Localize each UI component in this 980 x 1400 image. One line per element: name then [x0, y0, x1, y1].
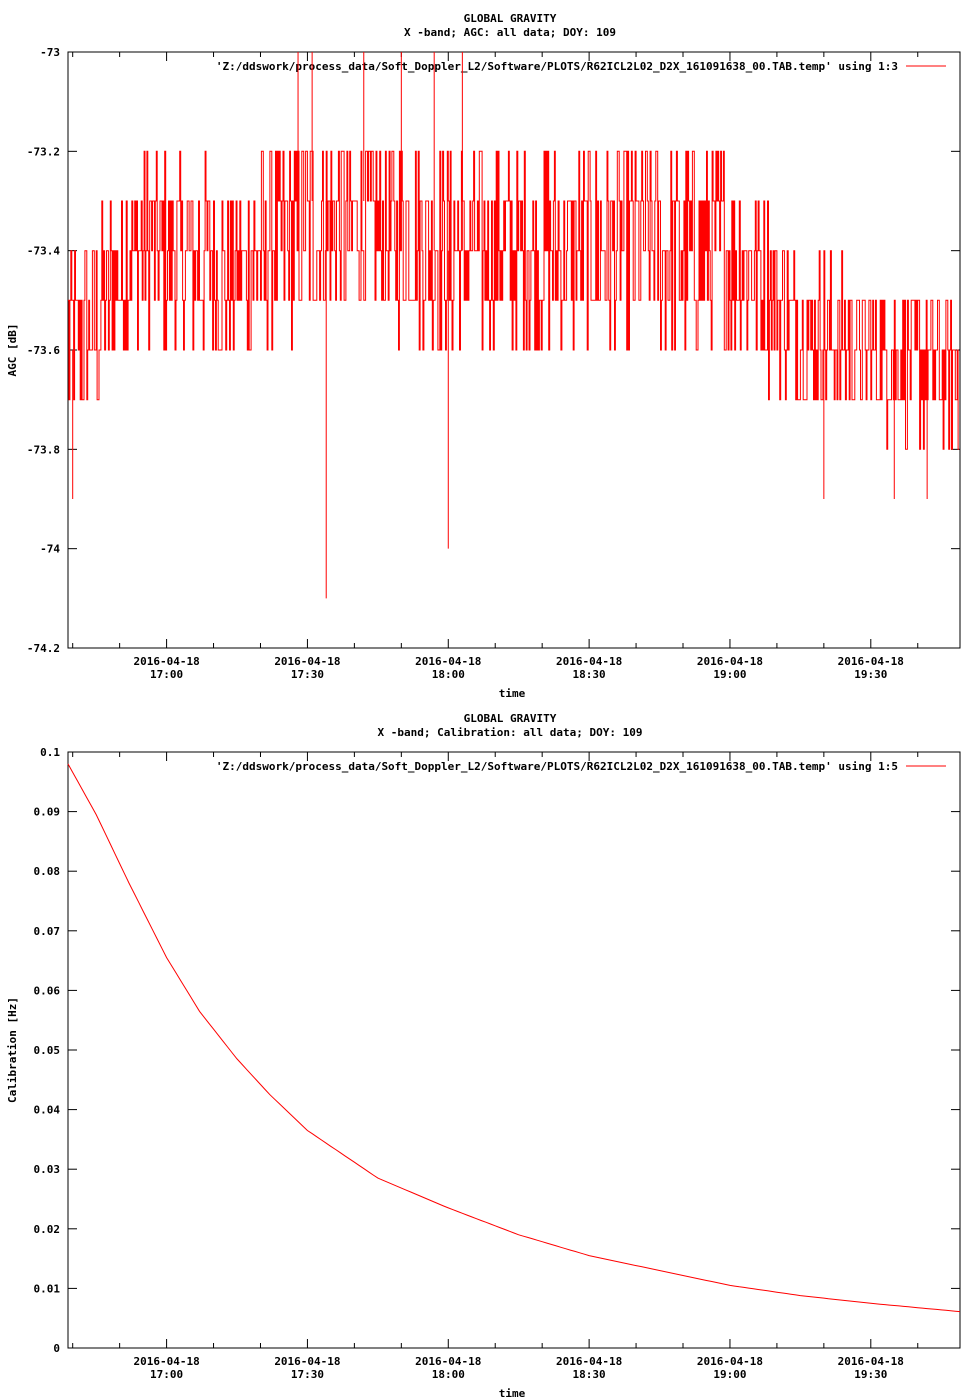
- x-tick-label-time: 19:00: [713, 1368, 746, 1381]
- x-tick-label-date: 2016-04-18: [838, 1355, 904, 1368]
- legend-label: 'Z:/ddswork/process_data/Soft_Doppler_L2…: [216, 760, 898, 773]
- x-tick-label-time: 18:00: [432, 1368, 465, 1381]
- x-tick-label-time: 17:30: [291, 1368, 324, 1381]
- y-tick-label: -73.8: [27, 443, 60, 456]
- x-tick-label-date: 2016-04-18: [838, 655, 904, 668]
- x-tick-label-date: 2016-04-18: [556, 1355, 622, 1368]
- x-tick-label-date: 2016-04-18: [697, 1355, 763, 1368]
- x-tick-label-date: 2016-04-18: [274, 655, 340, 668]
- y-tick-label: -73: [40, 46, 60, 59]
- x-axis-label: time: [499, 687, 526, 700]
- x-tick-label-date: 2016-04-18: [415, 655, 481, 668]
- y-tick-label: -73.2: [27, 145, 60, 158]
- x-tick-label-time: 18:30: [573, 668, 606, 681]
- x-tick-label-time: 17:30: [291, 668, 324, 681]
- y-tick-label: 0.09: [34, 806, 61, 819]
- x-tick-label-time: 19:30: [854, 668, 887, 681]
- x-tick-label-date: 2016-04-18: [274, 1355, 340, 1368]
- chart-subtitle: X -band; AGC: all data; DOY: 109: [404, 26, 616, 39]
- x-tick-label-time: 17:00: [150, 1368, 183, 1381]
- y-tick-label: -73.4: [27, 245, 60, 258]
- x-axis-label: time: [499, 1387, 526, 1400]
- x-tick-label-time: 18:30: [573, 1368, 606, 1381]
- y-tick-label: 0.1: [40, 746, 60, 759]
- x-tick-label-date: 2016-04-18: [415, 1355, 481, 1368]
- series-line: [68, 150, 960, 450]
- x-tick-label-time: 19:00: [713, 668, 746, 681]
- x-tick-label-time: 18:00: [432, 668, 465, 681]
- y-axis-label: AGC [dB]: [6, 324, 19, 377]
- y-tick-label: 0.05: [34, 1044, 61, 1057]
- plot-frame: [67, 751, 961, 1349]
- y-axis-label: Calibration [Hz]: [6, 997, 19, 1103]
- x-tick-label-date: 2016-04-18: [697, 655, 763, 668]
- y-tick-label: -74.2: [27, 642, 60, 655]
- y-tick-label: 0.03: [34, 1163, 61, 1176]
- y-tick-label: 0.04: [34, 1104, 61, 1117]
- x-tick-label-time: 17:00: [150, 668, 183, 681]
- x-tick-label-date: 2016-04-18: [133, 1355, 199, 1368]
- legend-label: 'Z:/ddswork/process_data/Soft_Doppler_L2…: [216, 60, 898, 73]
- chart-title: GLOBAL GRAVITY: [464, 12, 557, 25]
- x-tick-label-date: 2016-04-18: [556, 655, 622, 668]
- y-tick-label: 0: [53, 1342, 60, 1355]
- chart-subtitle: X -band; Calibration: all data; DOY: 109: [378, 726, 643, 739]
- y-tick-label: 0.08: [34, 865, 61, 878]
- x-tick-label-time: 19:30: [854, 1368, 887, 1381]
- y-tick-label: -73.6: [27, 344, 60, 357]
- y-tick-label: 0.02: [34, 1223, 61, 1236]
- y-tick-label: 0.06: [34, 984, 61, 997]
- y-tick-label: 0.07: [34, 925, 61, 938]
- y-tick-label: -74: [40, 543, 60, 556]
- x-tick-label-date: 2016-04-18: [133, 655, 199, 668]
- series-line: [67, 763, 961, 1313]
- y-tick-label: 0.01: [34, 1282, 61, 1295]
- chart-title: GLOBAL GRAVITY: [464, 712, 557, 725]
